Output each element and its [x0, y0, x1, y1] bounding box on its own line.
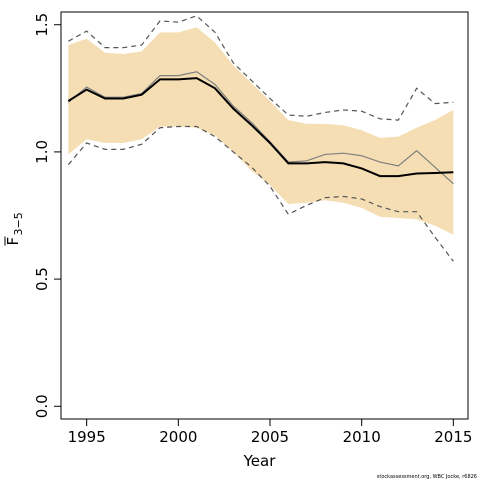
y-tick-label-1.0: 1.0 — [33, 140, 51, 164]
x-tick-label-2015: 2015 — [434, 428, 472, 446]
credit-text: stockassessment.org, WBC Jocke, r6826 — [377, 474, 477, 480]
x-tick-label-2005: 2005 — [251, 428, 289, 446]
series-line-estimate — [67, 77, 454, 178]
series-line-lower-dashed — [67, 125, 454, 262]
y-axis-title: F 3−5 — [4, 212, 25, 246]
y-axis-title-sub: 3−5 — [12, 212, 25, 235]
series-layer — [67, 15, 454, 262]
x-axis-title: Year — [243, 452, 277, 470]
confidence-band — [68, 27, 454, 235]
y-axis-title-main: F — [4, 237, 22, 246]
x-axis: 1995 2000 2005 2010 2015 — [68, 418, 472, 446]
y-axis: 0.0 0.5 1.0 1.5 — [33, 13, 61, 418]
confidence-band-layer — [68, 27, 454, 235]
y-tick-label-1.5: 1.5 — [33, 13, 51, 37]
y-tick-label-0.0: 0.0 — [33, 394, 51, 418]
series-line-upper-dashed — [68, 15, 454, 121]
y-tick-label-0.5: 0.5 — [33, 267, 51, 291]
x-tick-label-2010: 2010 — [343, 428, 381, 446]
x-tick-label-2000: 2000 — [159, 428, 197, 446]
x-tick-label-1995: 1995 — [68, 428, 106, 446]
series-line-comparison — [67, 71, 454, 185]
